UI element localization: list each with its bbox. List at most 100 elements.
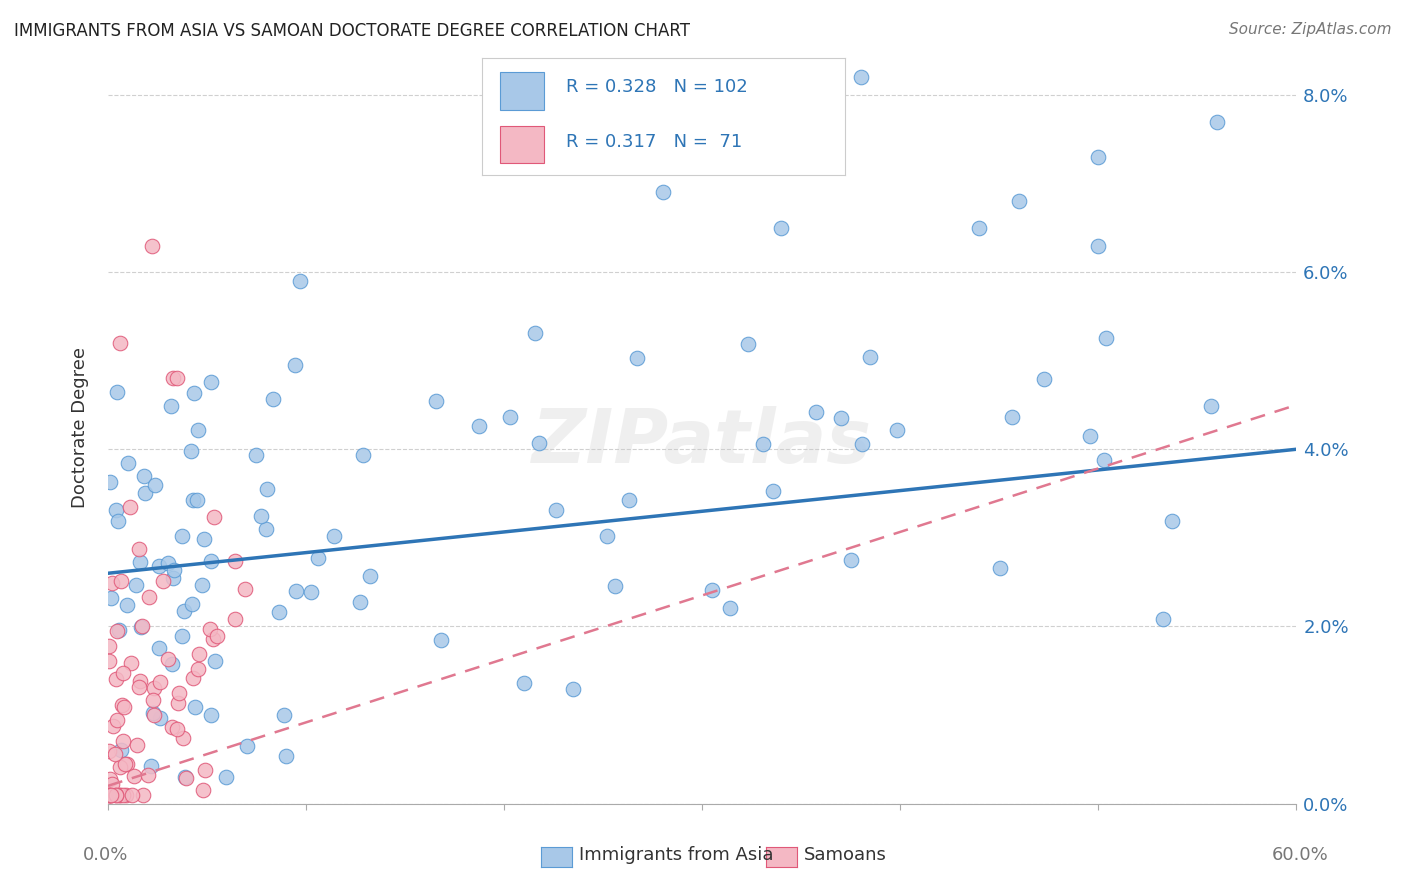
Point [194,763,217,777]
Point [157,556,180,570]
Point [886,423,908,437]
Point [215,770,238,784]
Point [108,336,131,351]
Point [430,632,453,647]
Point [142,706,165,720]
Point [134,486,156,500]
Point [603,579,626,593]
Point [172,629,194,643]
Point [770,220,793,235]
Point [141,759,163,773]
Point [512,675,534,690]
Point [191,783,214,797]
Point [107,514,129,528]
Point [969,220,991,235]
Point [101,777,124,791]
Point [186,493,208,508]
Point [269,605,291,619]
Point [108,788,131,802]
Point [162,571,184,585]
Point [138,590,160,604]
Point [299,585,322,599]
Point [290,274,312,288]
Point [160,657,183,672]
Point [142,707,165,722]
Point [166,696,188,710]
Point [131,619,153,633]
Point [1206,114,1229,128]
Point [169,686,191,700]
Point [202,632,225,647]
Point [124,769,146,783]
Point [104,673,127,687]
Point [104,747,127,762]
Point [100,591,122,605]
Point [136,768,159,782]
Point [352,448,374,462]
Point [207,629,229,643]
Point [762,484,785,499]
Point [98,475,121,490]
Point [152,574,174,588]
Point [187,423,209,437]
Point [105,714,128,728]
Point [174,771,197,785]
Point [1032,372,1054,386]
Point [117,456,139,470]
Point [204,654,226,668]
Point [250,508,273,523]
Point [190,578,212,592]
Text: 0.0%: 0.0% [83,846,128,863]
Point [1078,429,1101,443]
Point [617,493,640,508]
Point [143,477,166,491]
Point [193,532,215,546]
Point [141,238,163,252]
Point [104,503,127,517]
Point [112,699,135,714]
Point [170,529,193,543]
Point [702,582,724,597]
Point [202,509,225,524]
Point [529,435,551,450]
Point [851,437,873,451]
Point [98,788,121,802]
Point [172,731,194,745]
Point [107,384,129,399]
Point [1008,194,1031,209]
Point [108,623,131,637]
Point [129,620,152,634]
Point [262,392,284,407]
Point [105,788,128,802]
Point [110,760,132,774]
Y-axis label: Doctorate Degree: Doctorate Degree [72,347,89,508]
Point [128,542,150,557]
Point [200,554,222,568]
Point [105,788,128,802]
Point [1087,238,1109,252]
Point [859,350,882,364]
Point [1199,399,1222,413]
Point [124,578,146,592]
Point [148,558,170,573]
Point [1087,150,1109,164]
Point [112,734,135,748]
Point [425,394,447,409]
Point [245,448,267,462]
Point [359,569,381,583]
Point [180,444,202,458]
Text: Source: ZipAtlas.com: Source: ZipAtlas.com [1229,22,1392,37]
Point [98,639,121,653]
Point [1001,409,1024,424]
Point [499,409,522,424]
Point [149,711,172,725]
Text: 60.0%: 60.0% [1272,846,1329,863]
Point [173,604,195,618]
Point [166,371,188,385]
Point [988,561,1011,575]
Point [98,772,121,786]
Point [115,756,138,771]
Point [117,598,139,612]
Point [111,788,134,802]
Point [284,358,307,372]
